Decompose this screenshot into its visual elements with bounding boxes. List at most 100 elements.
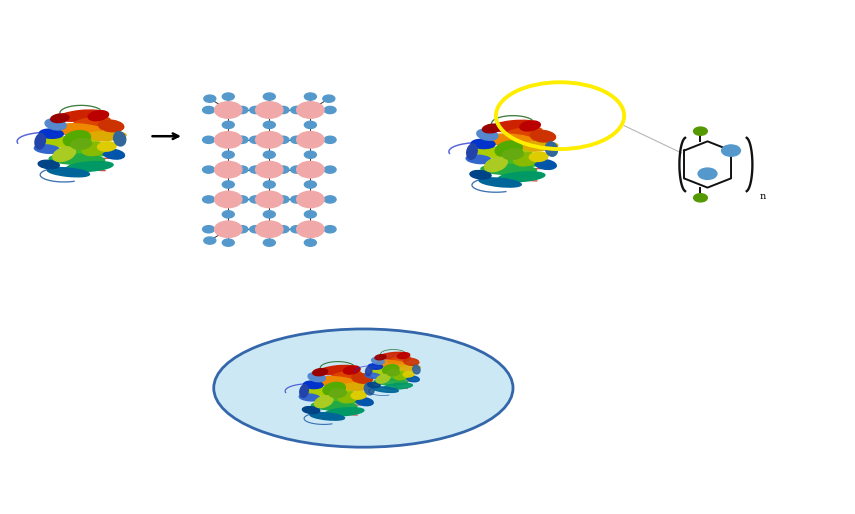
Circle shape — [324, 106, 336, 114]
Ellipse shape — [88, 111, 109, 121]
Ellipse shape — [82, 142, 106, 156]
Ellipse shape — [466, 155, 492, 163]
Ellipse shape — [482, 124, 501, 133]
Circle shape — [236, 106, 248, 114]
Circle shape — [324, 136, 336, 143]
Circle shape — [291, 106, 303, 114]
Ellipse shape — [53, 147, 75, 161]
Circle shape — [250, 166, 262, 173]
Circle shape — [297, 191, 324, 208]
Circle shape — [304, 151, 316, 158]
Ellipse shape — [534, 159, 557, 170]
Circle shape — [324, 166, 336, 173]
Ellipse shape — [73, 117, 110, 127]
Ellipse shape — [498, 172, 545, 182]
Circle shape — [304, 239, 316, 246]
Circle shape — [215, 221, 242, 237]
Circle shape — [222, 121, 234, 128]
Ellipse shape — [50, 114, 69, 122]
Circle shape — [222, 211, 234, 218]
Circle shape — [291, 136, 303, 143]
Circle shape — [236, 166, 248, 173]
Circle shape — [250, 226, 262, 233]
Ellipse shape — [392, 365, 420, 371]
Ellipse shape — [477, 129, 498, 140]
Ellipse shape — [326, 408, 364, 416]
Circle shape — [236, 226, 248, 233]
Circle shape — [222, 239, 234, 246]
Ellipse shape — [379, 374, 413, 381]
Ellipse shape — [387, 370, 399, 376]
Circle shape — [203, 237, 215, 244]
Ellipse shape — [520, 121, 540, 131]
Ellipse shape — [45, 119, 66, 130]
Circle shape — [215, 191, 242, 208]
Ellipse shape — [530, 131, 556, 142]
Ellipse shape — [339, 392, 358, 403]
Circle shape — [263, 93, 275, 100]
Ellipse shape — [483, 134, 534, 145]
Circle shape — [693, 194, 707, 202]
Circle shape — [291, 166, 303, 173]
Circle shape — [236, 196, 248, 203]
Circle shape — [277, 166, 289, 173]
Circle shape — [699, 168, 716, 179]
Circle shape — [256, 161, 283, 178]
Circle shape — [222, 181, 234, 188]
Circle shape — [263, 181, 275, 188]
Circle shape — [250, 106, 262, 114]
Ellipse shape — [336, 383, 374, 391]
Circle shape — [263, 151, 275, 158]
Circle shape — [291, 196, 303, 203]
Ellipse shape — [71, 139, 91, 149]
Circle shape — [324, 196, 336, 203]
Ellipse shape — [352, 374, 373, 383]
Ellipse shape — [375, 355, 386, 360]
Ellipse shape — [39, 129, 63, 138]
Ellipse shape — [356, 398, 373, 406]
Ellipse shape — [351, 392, 367, 399]
Ellipse shape — [471, 139, 495, 149]
Circle shape — [256, 191, 283, 208]
Ellipse shape — [481, 164, 536, 175]
Ellipse shape — [214, 329, 513, 447]
Ellipse shape — [470, 171, 491, 179]
Ellipse shape — [103, 149, 125, 159]
Circle shape — [203, 106, 215, 114]
Ellipse shape — [479, 178, 522, 187]
Circle shape — [203, 166, 215, 173]
Circle shape — [203, 226, 215, 233]
Circle shape — [250, 196, 262, 203]
Ellipse shape — [504, 127, 542, 138]
Ellipse shape — [529, 152, 548, 161]
Ellipse shape — [413, 365, 420, 374]
Circle shape — [250, 136, 262, 143]
Ellipse shape — [329, 389, 346, 397]
Ellipse shape — [503, 149, 523, 159]
Circle shape — [304, 181, 316, 188]
Circle shape — [203, 196, 215, 203]
Ellipse shape — [56, 146, 115, 157]
Ellipse shape — [403, 372, 415, 377]
Ellipse shape — [495, 141, 522, 157]
Ellipse shape — [376, 375, 390, 383]
Circle shape — [277, 226, 289, 233]
Ellipse shape — [311, 401, 357, 410]
Ellipse shape — [380, 352, 407, 359]
Ellipse shape — [375, 360, 406, 368]
Ellipse shape — [488, 156, 546, 168]
Ellipse shape — [38, 160, 59, 169]
Circle shape — [203, 95, 215, 102]
Circle shape — [215, 102, 242, 118]
Ellipse shape — [366, 366, 372, 376]
Ellipse shape — [114, 132, 126, 146]
Ellipse shape — [388, 357, 410, 363]
Circle shape — [297, 161, 324, 178]
Ellipse shape — [467, 144, 477, 159]
Ellipse shape — [98, 120, 124, 132]
Ellipse shape — [545, 142, 557, 156]
Ellipse shape — [406, 376, 419, 382]
Circle shape — [222, 151, 234, 158]
Circle shape — [236, 136, 248, 143]
Ellipse shape — [35, 134, 45, 149]
